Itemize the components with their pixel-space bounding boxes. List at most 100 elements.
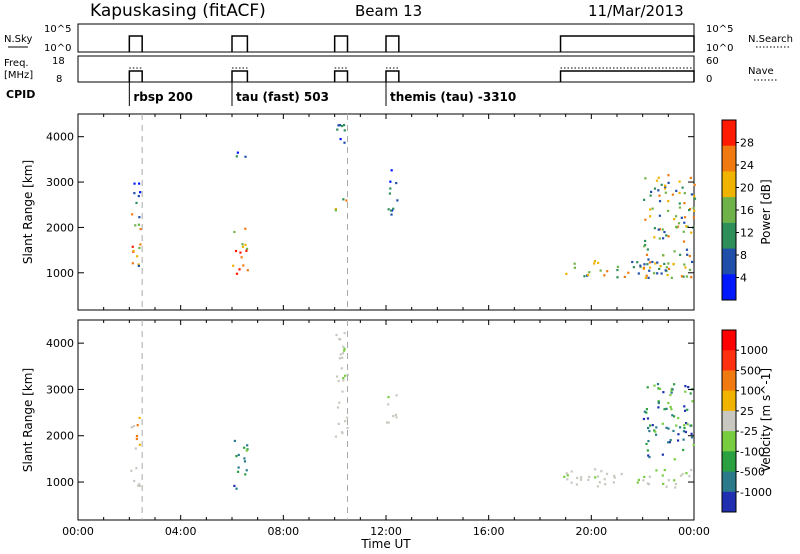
data-cell <box>685 225 688 228</box>
velocity-colorbar: 1000 500 100 25 -25 -100 -500 -1000 <box>721 329 772 513</box>
data-cell <box>235 155 238 158</box>
data-cell <box>643 239 647 243</box>
data-cell <box>683 216 687 219</box>
data-cell <box>648 456 651 459</box>
data-cell <box>135 467 138 470</box>
data-cell <box>645 411 648 414</box>
data-cell <box>342 198 345 201</box>
data-cell <box>644 243 647 247</box>
data-cell <box>606 270 609 273</box>
data-cell <box>573 262 576 265</box>
data-cell <box>245 449 248 452</box>
data-cell <box>642 267 645 270</box>
data-cell <box>674 482 678 486</box>
data-cell <box>233 484 236 488</box>
data-cell <box>692 443 695 447</box>
colorbar-tick-label: 100 <box>740 385 761 398</box>
data-cell <box>693 209 696 212</box>
data-cell <box>643 198 646 201</box>
data-cell <box>139 243 142 246</box>
data-cell <box>613 476 616 479</box>
data-cell <box>692 216 696 219</box>
colorbar-swatch <box>722 197 736 224</box>
range-tick-label: 1000 <box>46 476 74 489</box>
data-cell <box>653 236 656 239</box>
data-cell <box>663 187 667 190</box>
data-cell <box>575 483 579 486</box>
nsearch-label: N.Search <box>748 34 793 45</box>
data-cell <box>232 264 235 267</box>
data-cell <box>655 179 659 182</box>
nsky-tick-top: 10^5 <box>44 24 71 35</box>
colorbar-swatch <box>722 471 736 493</box>
cpid-label: CPID <box>6 88 35 101</box>
data-cell <box>387 395 390 399</box>
nave-tick-bottom: 0 <box>706 74 712 85</box>
data-cell <box>138 484 142 488</box>
data-cell <box>338 124 341 127</box>
colorbar-swatch <box>722 390 736 412</box>
data-cell <box>667 441 670 444</box>
data-cell <box>342 376 345 380</box>
data-cell <box>690 436 694 439</box>
data-cell <box>136 255 139 258</box>
data-cell <box>133 479 136 483</box>
data-cell <box>566 478 569 481</box>
data-cell <box>613 474 616 478</box>
data-cell <box>682 430 686 433</box>
freq-unit: [MHz] <box>4 70 33 81</box>
data-cell <box>658 214 661 217</box>
data-cell <box>646 248 649 251</box>
data-cell <box>663 408 666 411</box>
data-cell <box>646 263 649 266</box>
colorbar-swatch <box>722 451 736 473</box>
data-cell <box>665 426 668 429</box>
data-cell <box>387 208 390 211</box>
data-cell <box>395 416 398 419</box>
data-cell <box>644 177 647 180</box>
data-cell <box>343 141 346 144</box>
data-cell <box>244 473 247 476</box>
data-cell <box>651 260 654 264</box>
data-cell <box>340 124 344 128</box>
data-cell <box>136 424 139 427</box>
data-cell <box>620 472 623 476</box>
data-cell <box>688 268 692 272</box>
data-cell <box>686 423 689 426</box>
data-cell <box>686 253 689 256</box>
data-cell <box>670 408 673 411</box>
data-cell <box>647 439 650 443</box>
data-cell <box>690 231 693 234</box>
data-cell <box>673 479 676 482</box>
data-cell <box>346 416 349 419</box>
range-tick-label: 4000 <box>46 337 74 350</box>
data-cell <box>340 367 343 370</box>
data-cell <box>662 237 665 240</box>
data-cell <box>643 245 646 248</box>
data-cell <box>639 265 642 269</box>
time-tick-label: 08:00 <box>267 525 299 538</box>
data-cell <box>667 174 670 177</box>
data-cell <box>675 424 678 427</box>
data-cell <box>130 469 133 472</box>
data-cell <box>683 192 686 195</box>
freq-trace <box>559 70 695 82</box>
data-cell <box>335 375 339 378</box>
data-cell <box>583 275 586 278</box>
data-cell <box>642 266 646 269</box>
range-tick-label: 2000 <box>46 221 74 234</box>
data-cell <box>682 448 685 452</box>
data-cell <box>234 249 238 253</box>
data-cell <box>683 424 686 427</box>
data-cell <box>616 265 620 268</box>
data-cell <box>137 484 140 487</box>
data-cell <box>587 478 590 482</box>
time-tick-label: 00:00 <box>62 525 94 538</box>
data-cell <box>639 264 642 267</box>
colorbar-swatch <box>722 222 736 250</box>
data-cell <box>664 184 667 187</box>
data-cell <box>343 349 346 352</box>
data-cell <box>593 262 596 265</box>
data-cell <box>672 429 675 433</box>
data-cell <box>656 261 659 264</box>
